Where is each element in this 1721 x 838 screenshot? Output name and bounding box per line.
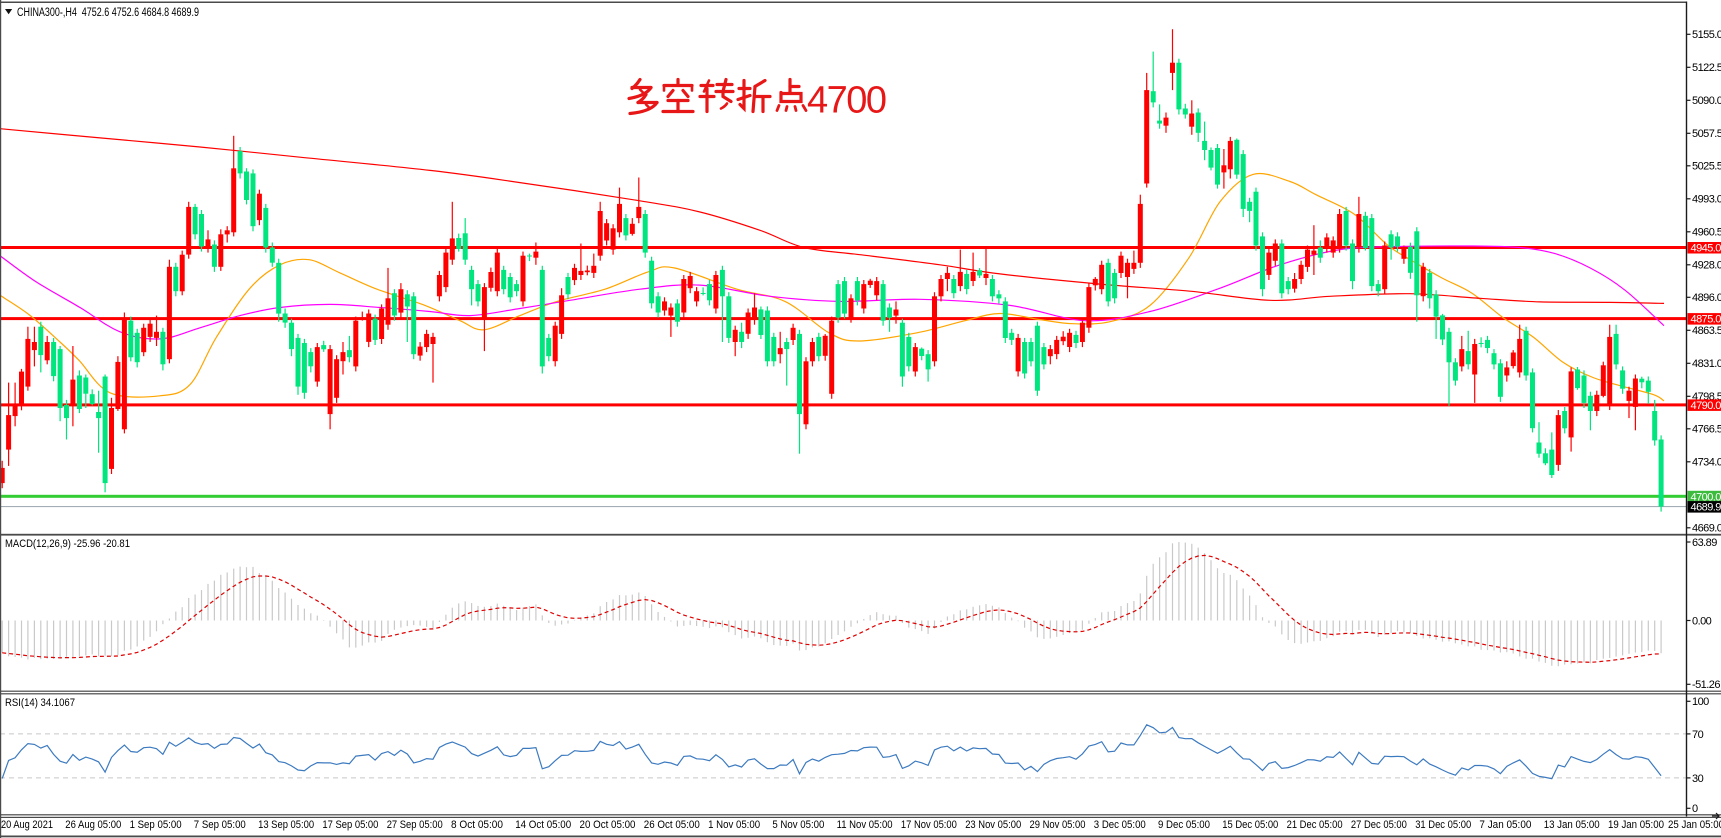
svg-text:4669.0: 4669.0 (1692, 523, 1721, 535)
svg-text:-51.26: -51.26 (1692, 679, 1720, 691)
svg-text:4863.5: 4863.5 (1692, 325, 1721, 337)
svg-text:29 Nov 05:00: 29 Nov 05:00 (1030, 819, 1086, 831)
svg-text:4766.5: 4766.5 (1692, 424, 1721, 436)
svg-text:0: 0 (1692, 803, 1698, 815)
svg-text:MACD(12,26,9) -25.96 -20.81: MACD(12,26,9) -25.96 -20.81 (5, 538, 130, 550)
svg-text:4689.9: 4689.9 (1691, 502, 1721, 514)
svg-text:4700.0: 4700.0 (1691, 491, 1721, 503)
svg-text:27 Dec 05:00: 27 Dec 05:00 (1351, 819, 1407, 831)
svg-text:5 Nov 05:00: 5 Nov 05:00 (772, 819, 824, 831)
svg-text:70: 70 (1692, 729, 1704, 741)
svg-text:17 Nov 05:00: 17 Nov 05:00 (901, 819, 957, 831)
svg-text:CHINA300-,H4 4752.6 4752.6 46: CHINA300-,H4 4752.6 4752.6 4684.8 4689.9 (17, 7, 199, 19)
svg-text:0.00: 0.00 (1692, 615, 1712, 627)
svg-text:13 Sep 05:00: 13 Sep 05:00 (258, 819, 314, 831)
svg-text:25 Jan 05:00: 25 Jan 05:00 (1668, 819, 1721, 831)
svg-text:4960.5: 4960.5 (1692, 227, 1721, 239)
svg-text:13 Jan 05:00: 13 Jan 05:00 (1544, 819, 1600, 831)
svg-text:5090.0: 5090.0 (1692, 95, 1721, 107)
svg-text:15 Dec 05:00: 15 Dec 05:00 (1222, 819, 1278, 831)
svg-text:5025.5: 5025.5 (1692, 161, 1721, 173)
svg-text:5057.5: 5057.5 (1692, 128, 1721, 140)
svg-text:1 Nov 05:00: 1 Nov 05:00 (708, 819, 760, 831)
svg-text:4945.0: 4945.0 (1691, 243, 1721, 255)
svg-text:8 Oct 05:00: 8 Oct 05:00 (451, 819, 503, 831)
svg-text:30: 30 (1692, 773, 1704, 785)
svg-text:14 Oct 05:00: 14 Oct 05:00 (515, 819, 571, 831)
svg-text:9 Dec 05:00: 9 Dec 05:00 (1158, 819, 1210, 831)
svg-text:1 Sep 05:00: 1 Sep 05:00 (130, 819, 182, 831)
svg-text:4790.0: 4790.0 (1691, 400, 1721, 412)
svg-text:23 Nov 05:00: 23 Nov 05:00 (965, 819, 1021, 831)
svg-text:17 Sep 05:00: 17 Sep 05:00 (322, 819, 378, 831)
svg-text:4700: 4700 (807, 80, 886, 122)
svg-text:4993.0: 4993.0 (1692, 194, 1721, 206)
svg-text:31 Dec 05:00: 31 Dec 05:00 (1415, 819, 1471, 831)
svg-text:4896.0: 4896.0 (1692, 292, 1721, 304)
svg-text:3 Dec 05:00: 3 Dec 05:00 (1094, 819, 1146, 831)
svg-text:21 Dec 05:00: 21 Dec 05:00 (1287, 819, 1343, 831)
svg-text:63.89: 63.89 (1692, 537, 1717, 549)
svg-text:20 Aug 2021: 20 Aug 2021 (1, 819, 53, 831)
svg-text:4928.0: 4928.0 (1692, 260, 1721, 272)
svg-text:5122.5: 5122.5 (1692, 62, 1721, 74)
svg-text:19 Jan 05:00: 19 Jan 05:00 (1608, 819, 1664, 831)
svg-text:26 Aug 05:00: 26 Aug 05:00 (65, 819, 121, 831)
svg-text:20 Oct 05:00: 20 Oct 05:00 (580, 819, 636, 831)
svg-text:RSI(14) 34.1067: RSI(14) 34.1067 (5, 697, 75, 709)
svg-text:7 Jan 05:00: 7 Jan 05:00 (1479, 819, 1531, 831)
svg-text:11 Nov 05:00: 11 Nov 05:00 (837, 819, 893, 831)
svg-text:4734.0: 4734.0 (1692, 457, 1721, 469)
svg-text:4875.0: 4875.0 (1691, 314, 1721, 326)
svg-text:7 Sep 05:00: 7 Sep 05:00 (194, 819, 246, 831)
svg-text:4831.0: 4831.0 (1692, 358, 1721, 370)
svg-text:5155.0: 5155.0 (1692, 29, 1721, 41)
svg-text:100: 100 (1692, 696, 1709, 708)
svg-text:27 Sep 05:00: 27 Sep 05:00 (387, 819, 443, 831)
svg-text:26 Oct 05:00: 26 Oct 05:00 (644, 819, 700, 831)
